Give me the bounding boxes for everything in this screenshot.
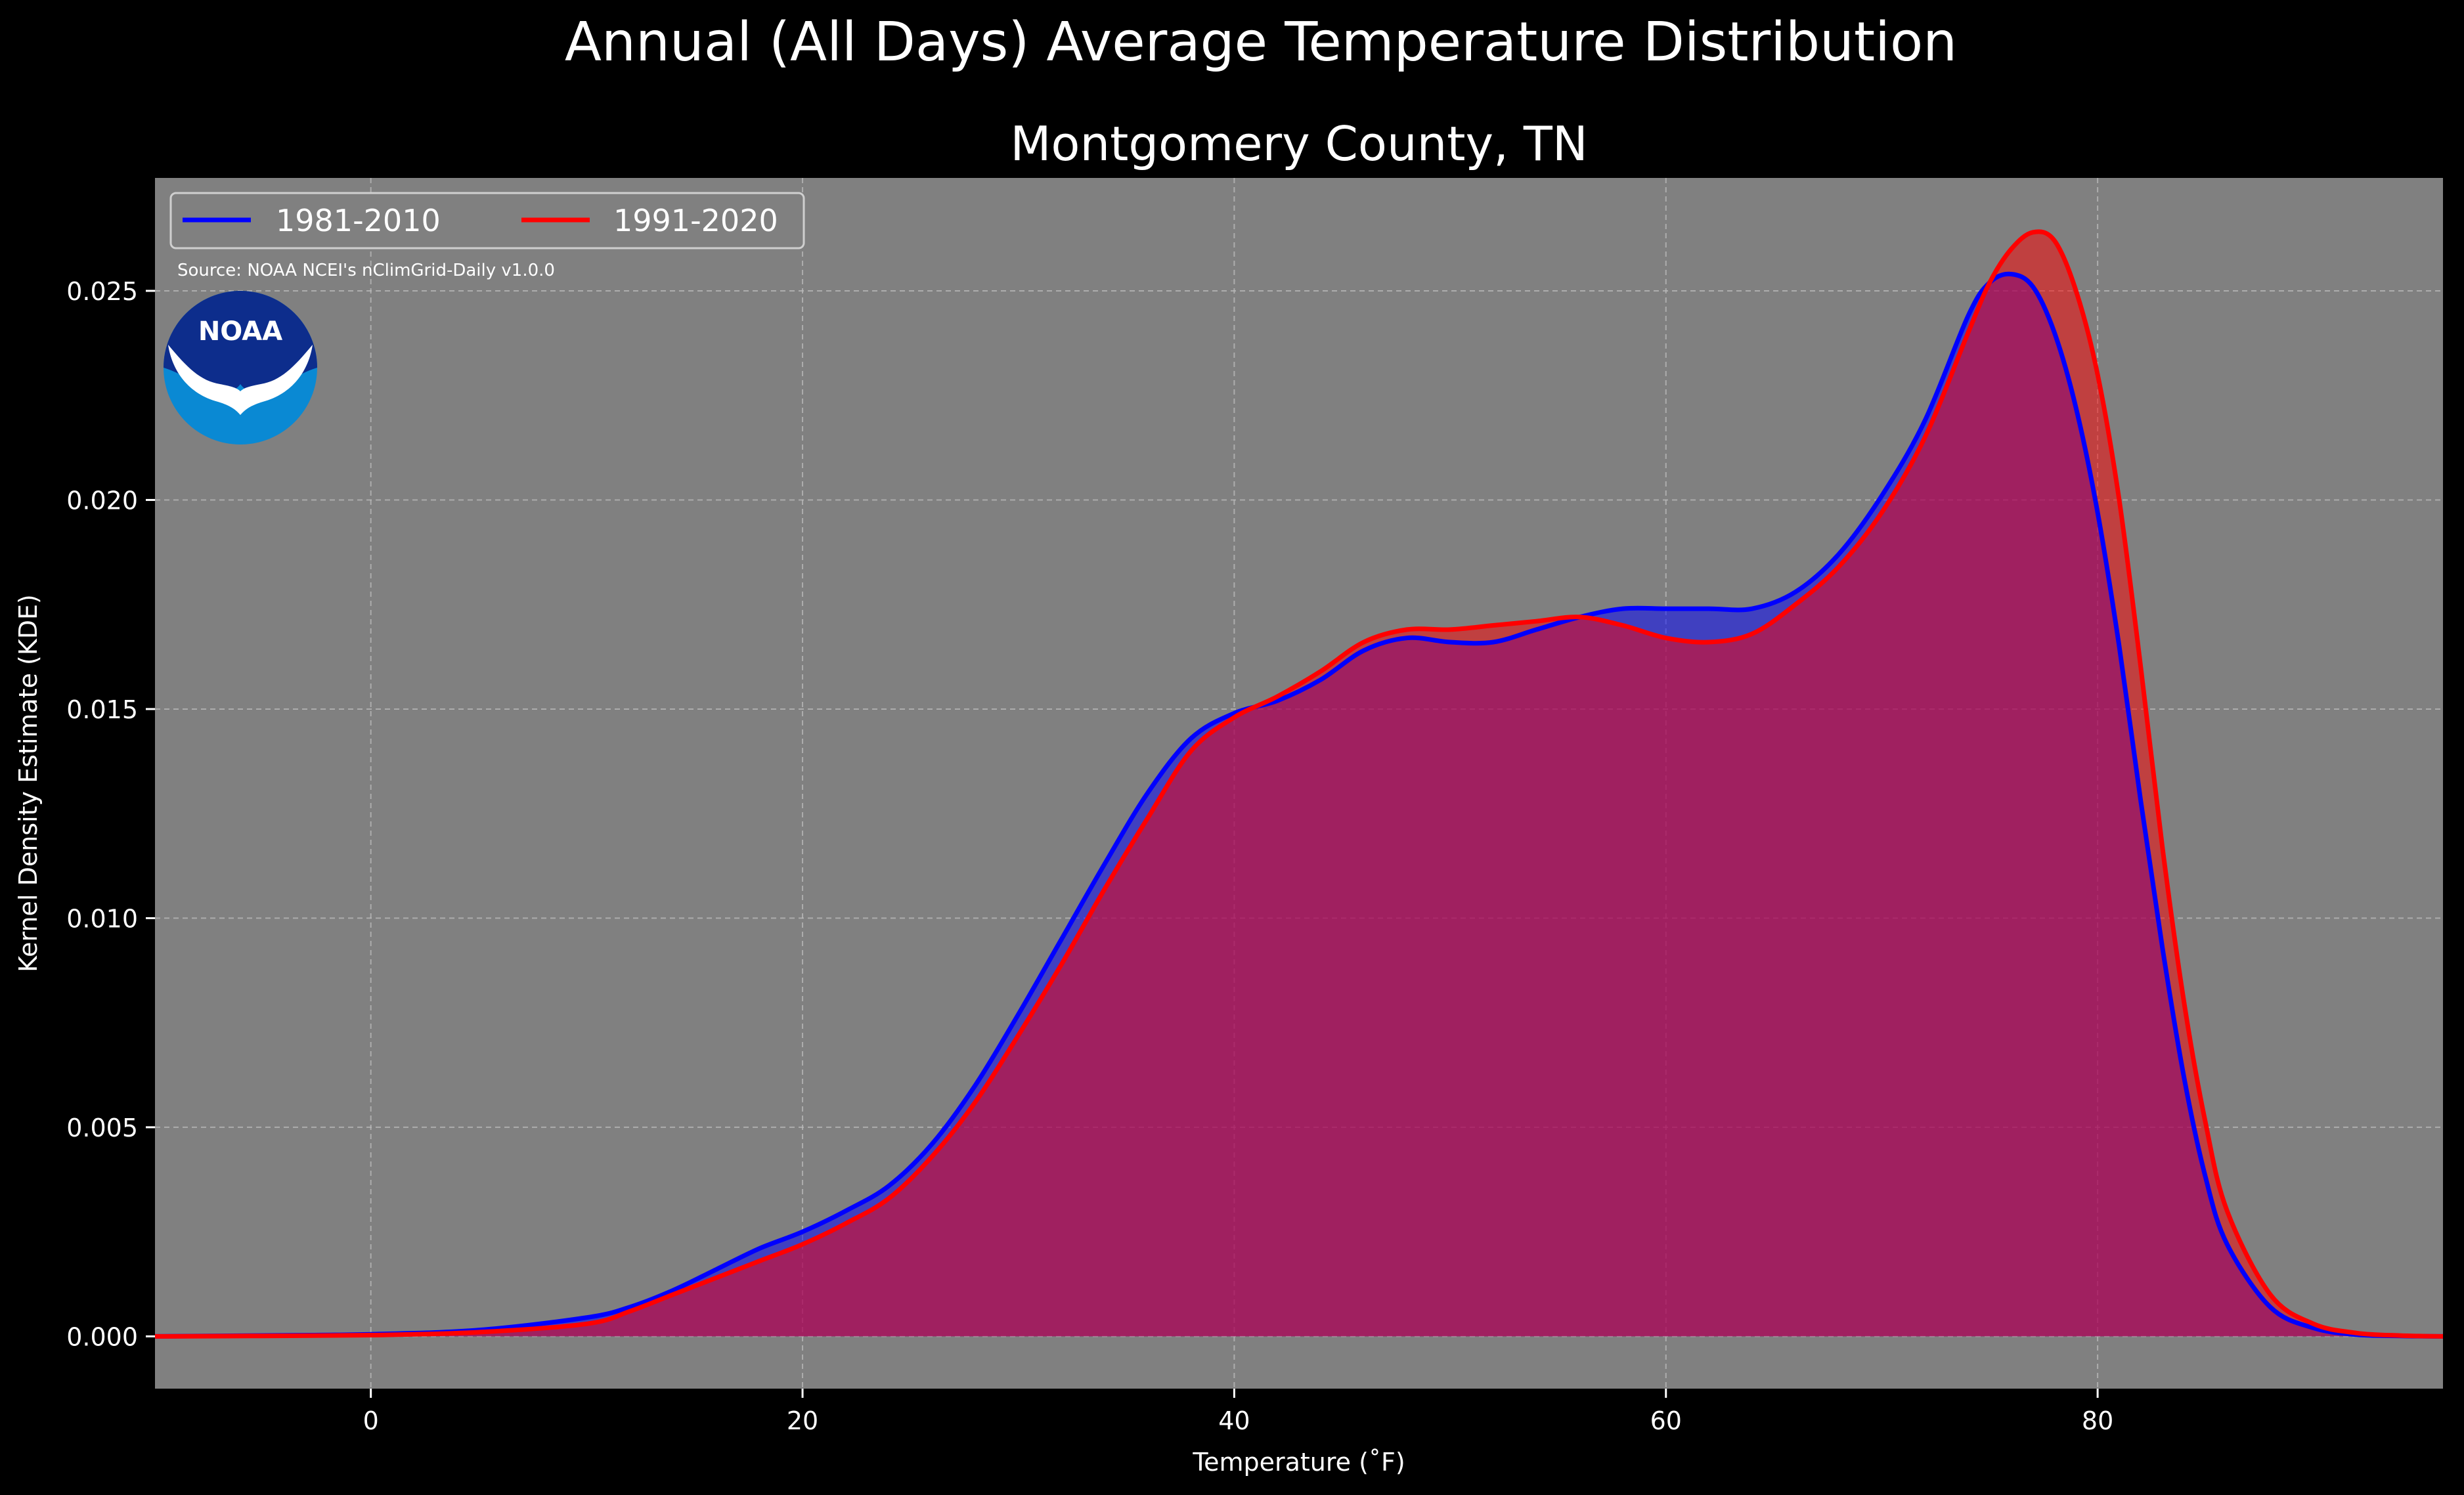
y-tick-label: 0.000: [66, 1322, 138, 1351]
y-tick-label: 0.010: [66, 904, 138, 933]
x-tick-label: 0: [363, 1406, 379, 1435]
x-tick-label: 20: [787, 1406, 818, 1435]
y-axis-label: Kernel Density Estimate (KDE): [14, 594, 43, 972]
y-tick-label: 0.005: [66, 1114, 138, 1142]
series-area-1991-2020: [155, 231, 2443, 1337]
legend-label-1981-2010: 1981-2010: [276, 203, 441, 238]
legend-box: [169, 192, 805, 249]
x-tick-label: 40: [1218, 1406, 1250, 1435]
y-tick-label: 0.015: [66, 695, 138, 724]
y-tick-label: 0.020: [66, 486, 138, 515]
series-line-1991-2020: [155, 229, 2443, 1339]
legend-label-1991-2020: 1991-2020: [613, 203, 778, 238]
source-note: Source: NOAA NCEI's nClimGrid-Daily v1.0…: [177, 261, 555, 280]
chart-suptitle: Annual (All Days) Average Temperature Di…: [565, 11, 1957, 74]
legend: 1981-2010 1991-2020: [169, 192, 805, 249]
x-axis-ticks: 0 20 40 60 80: [363, 1389, 2113, 1435]
x-tick-label: 80: [2082, 1406, 2113, 1435]
x-axis-label: Temperature (˚F): [1192, 1448, 1405, 1477]
noaa-logo-text: NOAA: [198, 316, 282, 347]
noaa-logo: NOAA: [164, 291, 317, 444]
chart-title: Montgomery County, TN: [1010, 116, 1587, 171]
y-tick-label: 0.025: [66, 277, 138, 306]
series-layer: [155, 229, 2443, 1339]
x-tick-label: 60: [1650, 1406, 1682, 1435]
y-axis-ticks: 0.000 0.005 0.010 0.015 0.020 0.025: [66, 277, 155, 1351]
